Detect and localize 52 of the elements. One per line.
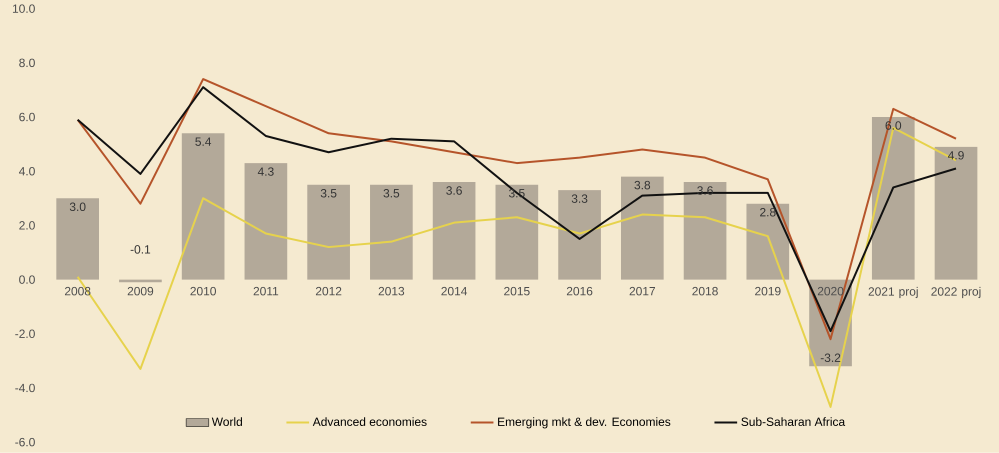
bar (746, 204, 790, 280)
bar (684, 182, 726, 280)
bar (558, 190, 601, 280)
x-tick-label: 2012 (316, 287, 342, 296)
y-tick-label: 10.0 (12, 4, 35, 13)
bar (307, 184, 350, 280)
y-tick-label: -4.0 (15, 384, 35, 392)
data-label: 2.8 (760, 208, 776, 217)
y-tick-label: -6.0 (15, 438, 35, 446)
x-tick-label: 2019 (755, 287, 781, 296)
y-tick-label: 4.0 (18, 167, 35, 176)
x-tick-label: 2014 (441, 287, 468, 296)
data-label: 3.8 (634, 180, 650, 190)
legend-label: Advanced economies (312, 417, 427, 426)
bar (432, 182, 476, 280)
legend-label: Sub-Saharan Africa (741, 417, 846, 426)
data-label: 4.9 (948, 151, 964, 160)
x-tick-label: 2011 (254, 287, 278, 296)
bar (620, 176, 664, 280)
legend-label: World (212, 417, 242, 426)
data-label: 4.3 (258, 167, 274, 176)
bar (872, 117, 915, 280)
y-tick-label: 2.0 (19, 221, 35, 230)
data-label: -0.1 (130, 245, 150, 254)
data-label: 3.5 (320, 189, 336, 198)
x-tick-label: 2013 (378, 287, 404, 296)
bar (119, 280, 162, 282)
x-tick-label: 2022 proj (931, 287, 980, 298)
bar (56, 198, 100, 280)
x-tick-label: 2017 (630, 287, 656, 296)
x-tick-label: 2015 (504, 287, 530, 296)
data-label: 3.6 (446, 186, 462, 195)
y-tick-label: 8.0 (19, 58, 35, 68)
y-tick-label: 6.0 (19, 112, 35, 122)
x-tick-label: 2016 (566, 287, 592, 296)
y-tick-label: 0.0 (19, 275, 35, 284)
data-label: 3.5 (384, 189, 400, 198)
data-label: -3.2 (820, 354, 840, 362)
bar (496, 184, 538, 280)
bar (934, 146, 978, 280)
x-tick-label: 2018 (692, 287, 718, 296)
legend-label: Emerging mkt & dev. Economies (498, 417, 670, 428)
data-label: 5.4 (195, 138, 212, 146)
data-label: 3.0 (70, 202, 86, 212)
x-tick-label: 2010 (190, 287, 216, 296)
bar (370, 184, 413, 280)
bar (182, 133, 224, 280)
data-label: 3.3 (572, 194, 588, 203)
x-tick-label: 2021 proj (868, 287, 918, 298)
y-tick-label: -2.0 (15, 330, 35, 338)
bar (244, 163, 288, 280)
x-tick-label: 2009 (128, 287, 154, 296)
